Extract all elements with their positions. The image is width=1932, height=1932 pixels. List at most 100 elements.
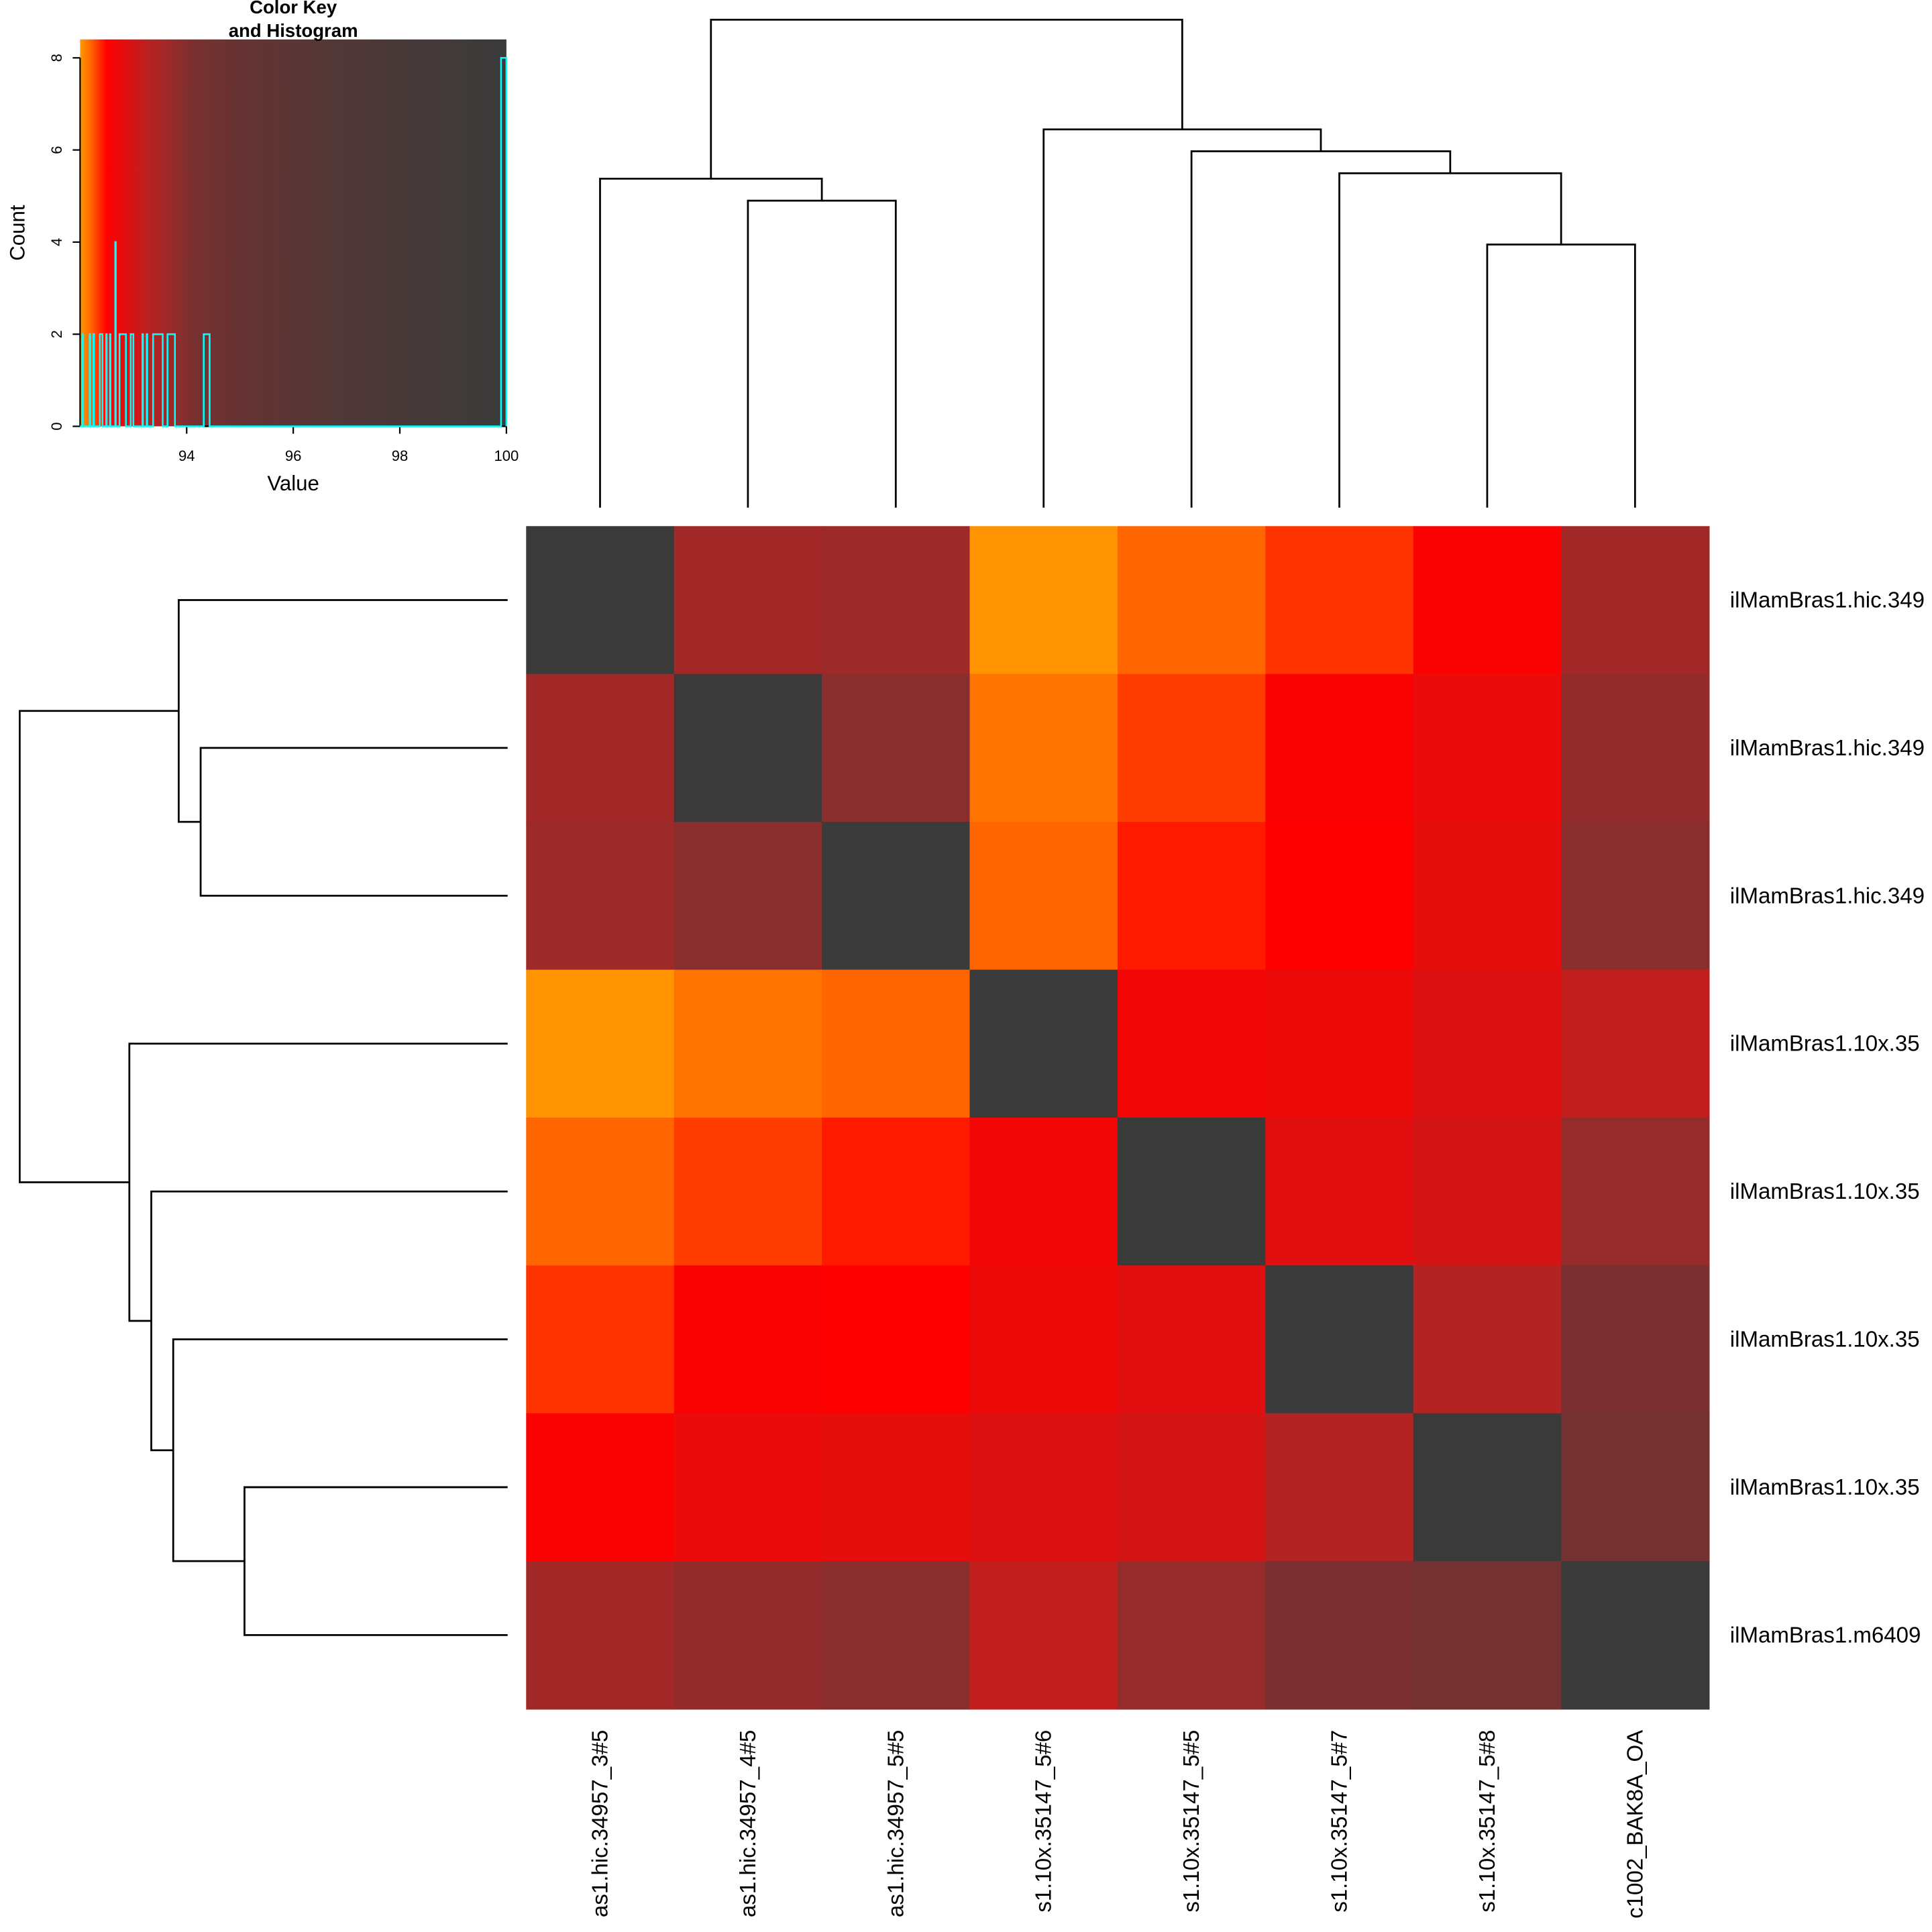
heatmap-cell: [969, 822, 1118, 971]
heatmap-cell: [969, 969, 1118, 1118]
heatmap-cell: [526, 1265, 675, 1414]
heatmap-cell: [526, 674, 675, 823]
row-label: ilMamBras1.10x.35: [1730, 1032, 1920, 1057]
column-label: s1.10x.35147_5#7: [1328, 1730, 1352, 1913]
heatmap-cell: [1117, 822, 1267, 971]
heatmap-cell: [1413, 822, 1562, 971]
heatmap-cell: [969, 674, 1118, 823]
heatmap-cell: [674, 822, 823, 971]
y-tick-label: 0: [48, 422, 65, 430]
heatmap-cell: [822, 822, 971, 971]
row-label: ilMamBras1.10x.35: [1730, 1328, 1920, 1352]
dendrogram-branch: [178, 599, 508, 823]
dendrogram-branch: [747, 199, 897, 508]
heatmap-cell: [969, 1265, 1118, 1414]
heatmap-cell: [1265, 1265, 1414, 1414]
dendrogram-branch: [1486, 244, 1636, 508]
heatmap-cell: [1265, 1561, 1414, 1710]
heatmap-cells: [526, 526, 1710, 1710]
heatmap-cell: [1117, 969, 1267, 1118]
heatmap-cell: [1265, 969, 1414, 1118]
heatmap-cell: [1117, 674, 1267, 823]
x-tick-label: 100: [494, 447, 519, 464]
dendrogram-branch: [1338, 172, 1562, 508]
row-label: ilMamBras1.10x.35: [1730, 1475, 1920, 1500]
heatmap-cell: [1561, 822, 1710, 971]
dendrogram-branch: [128, 1042, 508, 1322]
heatmap-cell: [1265, 1413, 1414, 1562]
color-key-gradient: [80, 39, 506, 427]
heatmap-cell: [1413, 526, 1562, 675]
row-dendrogram: [19, 599, 508, 1636]
column-label: as1.hic.34957_4#5: [736, 1730, 761, 1917]
dendrogram-branch: [710, 19, 1183, 179]
heatmap-cell: [1413, 1265, 1562, 1414]
dendrogram-branch: [150, 1190, 508, 1452]
heatmap-cell: [1117, 526, 1267, 675]
column-label: s1.10x.35147_5#5: [1179, 1730, 1204, 1913]
heatmap-cell: [1117, 1561, 1267, 1710]
heatmap-cell: [526, 1413, 675, 1562]
heatmap-cell: [822, 526, 971, 675]
dendrogram-branch: [1042, 128, 1322, 508]
row-label: ilMamBras1.10x.35: [1730, 1179, 1920, 1204]
x-tick-label: 96: [285, 447, 302, 464]
heatmap-cell: [526, 526, 675, 675]
heatmap-cell: [1265, 526, 1414, 675]
column-label: as1.hic.34957_5#5: [883, 1730, 908, 1917]
heatmap-cell: [1117, 1413, 1267, 1562]
heatmap-cell: [1265, 1117, 1414, 1267]
heatmap-labels: ilMamBras1.hic.349 ilMamBras1.hic.349 ilMa…: [588, 588, 1925, 1919]
heatmap-cell: [822, 1265, 971, 1414]
heatmap-cell: [526, 1561, 675, 1710]
heatmap-cell: [822, 969, 971, 1118]
heatmap-cell: [1561, 1117, 1710, 1267]
column-label: s1.10x.35147_5#6: [1032, 1730, 1057, 1913]
x-axis-label: Value: [267, 472, 319, 495]
heatmap-cell: [1561, 969, 1710, 1118]
y-axis-label: Count: [6, 205, 30, 261]
dendrogram-branch: [1190, 150, 1452, 508]
histogram-line: [80, 56, 508, 427]
color-key-title: Color Key: [250, 0, 337, 17]
heatmap-cell: [674, 1265, 823, 1414]
row-label: ilMamBras1.m6409: [1730, 1623, 1921, 1648]
column-dendrogram: [599, 19, 1636, 508]
row-label: ilMamBras1.hic.349: [1730, 736, 1925, 761]
heatmap-cell: [969, 1117, 1118, 1267]
heatmap-cell: [969, 526, 1118, 675]
heatmap-cell: [1561, 674, 1710, 823]
heatmap-cell: [1117, 1117, 1267, 1267]
dendrogram-branch: [199, 747, 508, 897]
x-tick-label: 94: [178, 447, 195, 464]
heatmap-cell: [1561, 1413, 1710, 1562]
y-tick-label: 4: [48, 238, 65, 246]
row-label: ilMamBras1.hic.349: [1730, 883, 1925, 908]
y-tick-label: 2: [48, 330, 65, 338]
heatmap-cell: [1413, 1117, 1562, 1267]
heatmap-cell: [526, 822, 675, 971]
heatmap-cell: [969, 1413, 1118, 1562]
heatmap-cell: [526, 969, 675, 1118]
color-key-subtitle: and Histogram: [229, 20, 358, 41]
y-tick-label: 6: [48, 146, 65, 154]
color-key: Color Key and Histogram Value Count 94 96…: [6, 0, 519, 495]
dendrogram-branch: [19, 710, 179, 1183]
x-tick-label: 98: [392, 447, 409, 464]
heatmap-cell: [526, 1117, 675, 1267]
dendrogram-branch: [172, 1338, 508, 1562]
dendrogram-branch: [599, 178, 823, 508]
heatmap-cell: [822, 674, 971, 823]
heatmap-cell: [1561, 526, 1710, 675]
heatmap-cell: [969, 1561, 1118, 1710]
column-label: c1002_BAK8A_OA: [1623, 1730, 1648, 1919]
dendrogram-branch: [244, 1486, 508, 1636]
heatmap-cell: [674, 526, 823, 675]
column-label: s1.10x.35147_5#8: [1475, 1730, 1500, 1913]
heatmap-cell: [1117, 1265, 1267, 1414]
heatmap-cell: [1413, 1561, 1562, 1710]
heatmap-cell: [1265, 674, 1414, 823]
heatmap-cell: [674, 1413, 823, 1562]
heatmap-cell: [822, 1413, 971, 1562]
